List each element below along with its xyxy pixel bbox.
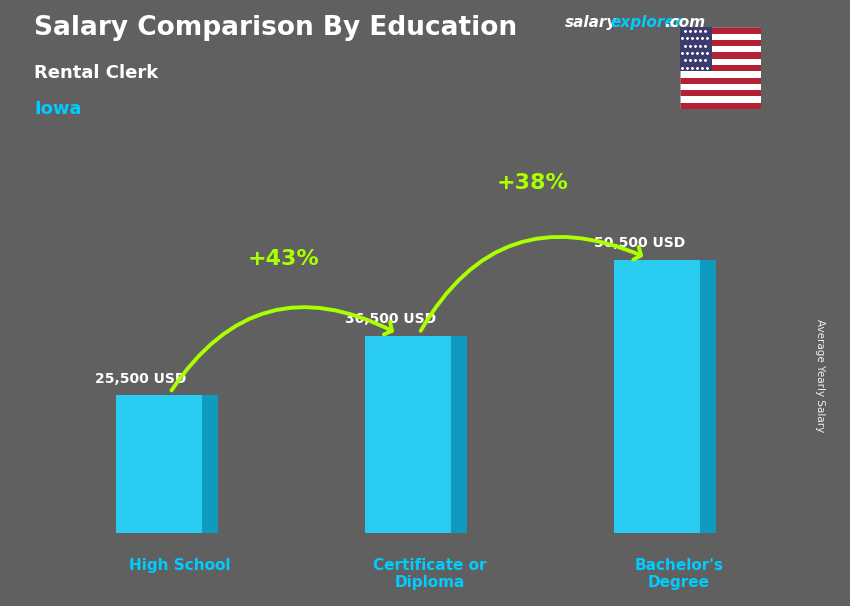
Text: Average Yearly Salary: Average Yearly Salary — [815, 319, 825, 432]
Text: Salary Comparison By Education: Salary Comparison By Education — [34, 15, 517, 41]
Polygon shape — [116, 395, 201, 533]
Bar — [680, 46, 761, 53]
Polygon shape — [700, 260, 717, 533]
Text: 36,500 USD: 36,500 USD — [344, 312, 436, 326]
Bar — [680, 78, 761, 84]
Text: Iowa: Iowa — [34, 100, 82, 118]
Polygon shape — [201, 395, 218, 533]
Bar — [680, 103, 761, 109]
Bar — [680, 27, 712, 72]
Polygon shape — [615, 260, 700, 533]
Text: salary: salary — [565, 15, 618, 30]
Text: +43%: +43% — [247, 248, 320, 268]
Polygon shape — [451, 336, 467, 533]
Bar — [680, 84, 761, 90]
Bar — [680, 53, 761, 59]
Text: Rental Clerk: Rental Clerk — [34, 64, 158, 82]
Bar — [680, 59, 761, 65]
Text: Bachelor's
Degree: Bachelor's Degree — [634, 558, 723, 590]
Text: 25,500 USD: 25,500 USD — [95, 371, 187, 385]
Text: Certificate or
Diploma: Certificate or Diploma — [373, 558, 486, 590]
Bar — [680, 90, 761, 96]
Text: 50,500 USD: 50,500 USD — [594, 236, 685, 250]
Text: .com: .com — [665, 15, 706, 30]
Polygon shape — [365, 336, 451, 533]
Text: explorer: explorer — [610, 15, 683, 30]
Bar — [680, 40, 761, 46]
Text: +38%: +38% — [496, 173, 569, 193]
Bar — [680, 96, 761, 103]
Bar — [680, 65, 761, 72]
Text: High School: High School — [129, 558, 231, 573]
Bar — [680, 27, 761, 33]
Bar — [680, 72, 761, 78]
Bar — [680, 33, 761, 40]
